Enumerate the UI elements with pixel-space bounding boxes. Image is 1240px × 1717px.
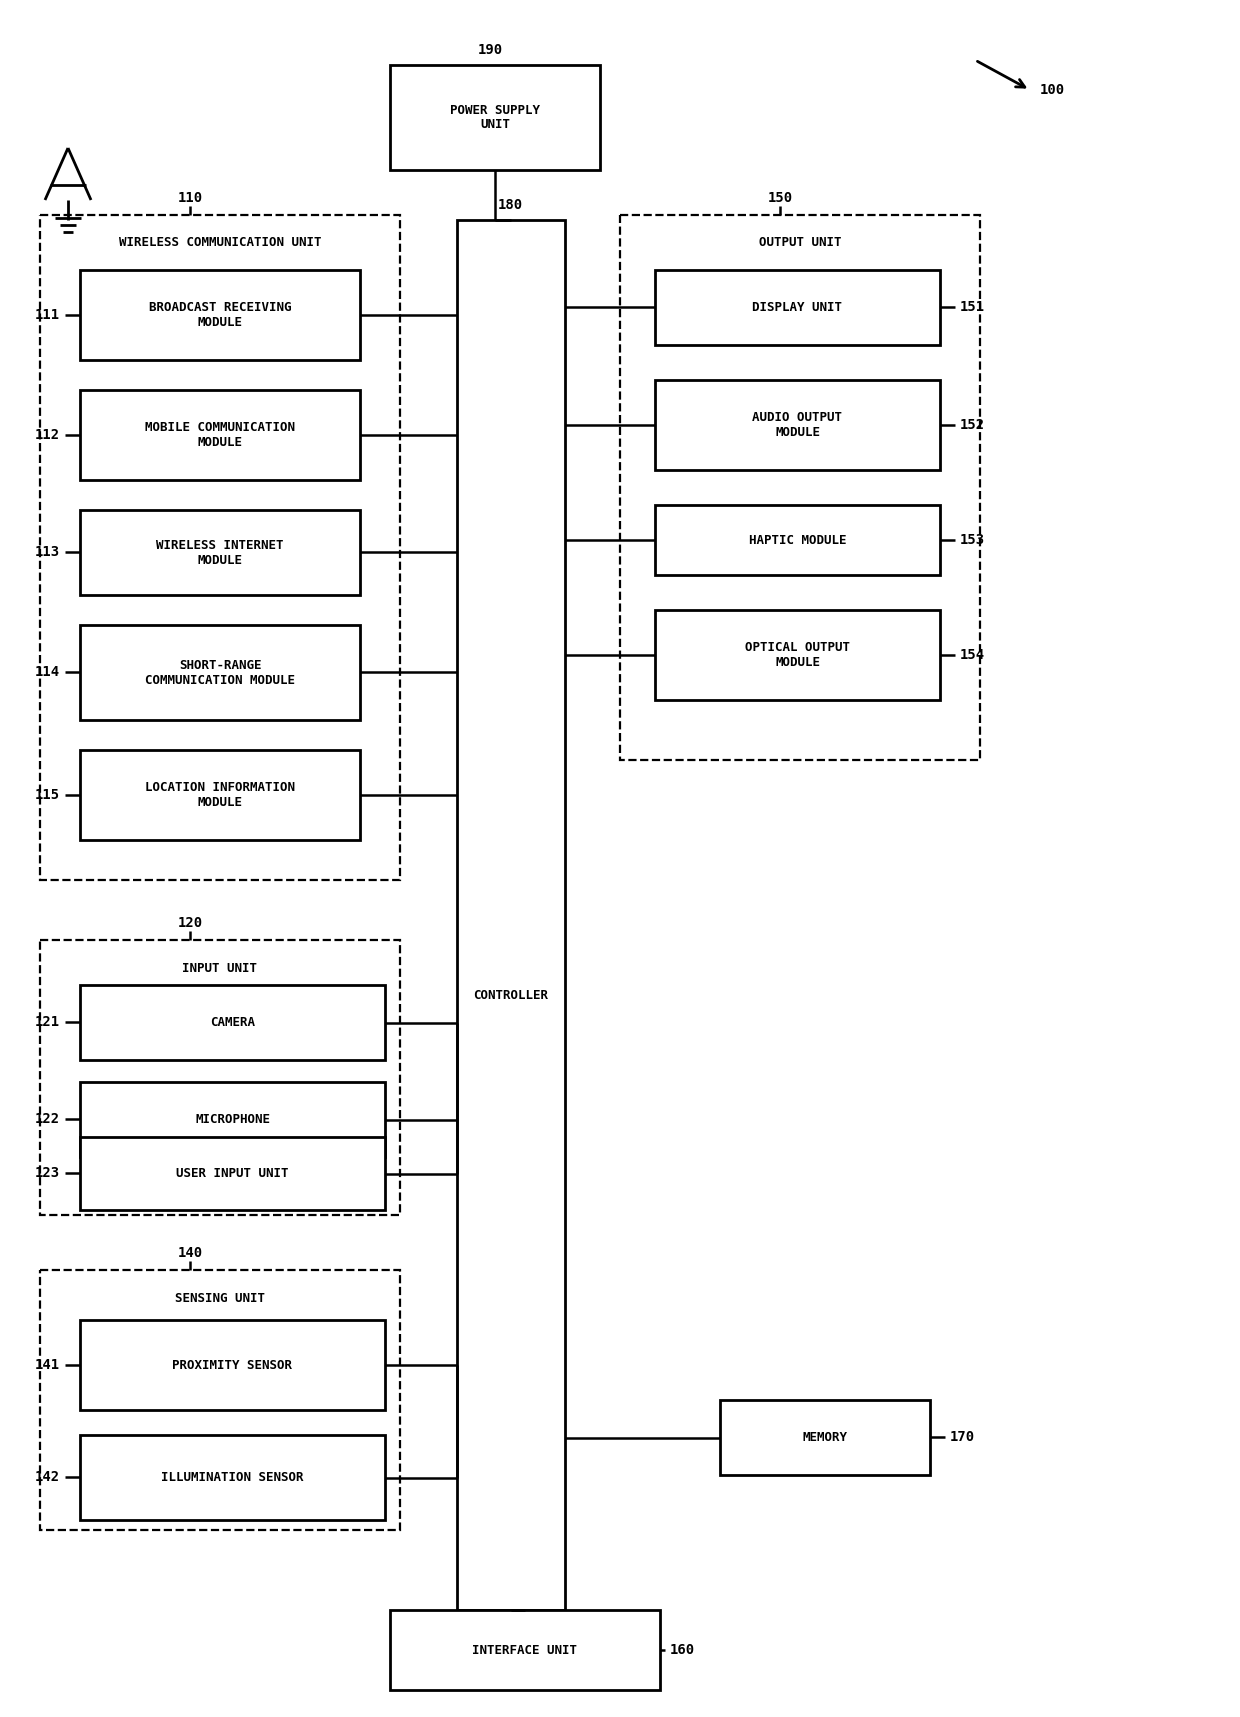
- Text: SENSING UNIT: SENSING UNIT: [175, 1291, 265, 1305]
- Text: ILLUMINATION SENSOR: ILLUMINATION SENSOR: [161, 1471, 304, 1483]
- Bar: [81, 510, 360, 596]
- Bar: [391, 65, 600, 170]
- Text: 120: 120: [177, 915, 202, 931]
- Bar: [40, 939, 401, 1216]
- Bar: [81, 986, 384, 1059]
- Text: PROXIMITY SENSOR: PROXIMITY SENSOR: [172, 1358, 293, 1372]
- Text: AUDIO OUTPUT
MODULE: AUDIO OUTPUT MODULE: [753, 410, 842, 440]
- Text: 115: 115: [35, 788, 60, 802]
- Text: DISPLAY UNIT: DISPLAY UNIT: [753, 300, 842, 314]
- Text: CAMERA: CAMERA: [210, 1016, 255, 1028]
- Text: OUTPUT UNIT: OUTPUT UNIT: [759, 237, 841, 249]
- Bar: [720, 1399, 930, 1475]
- Text: USER INPUT UNIT: USER INPUT UNIT: [176, 1168, 289, 1180]
- Text: 153: 153: [960, 532, 985, 548]
- Bar: [81, 1320, 384, 1410]
- Bar: [81, 1435, 384, 1520]
- Text: MICROPHONE: MICROPHONE: [195, 1113, 270, 1126]
- Text: 142: 142: [35, 1470, 60, 1483]
- Bar: [655, 505, 940, 575]
- Text: CONTROLLER: CONTROLLER: [474, 989, 548, 1001]
- Bar: [81, 625, 360, 719]
- Text: 111: 111: [35, 307, 60, 323]
- Text: INTERFACE UNIT: INTERFACE UNIT: [472, 1643, 578, 1657]
- Text: 114: 114: [35, 664, 60, 678]
- Text: HAPTIC MODULE: HAPTIC MODULE: [749, 534, 846, 546]
- Text: INPUT UNIT: INPUT UNIT: [182, 962, 258, 975]
- Text: MEMORY: MEMORY: [802, 1430, 847, 1444]
- Bar: [655, 610, 940, 701]
- Text: MOBILE COMMUNICATION
MODULE: MOBILE COMMUNICATION MODULE: [145, 421, 295, 450]
- Text: OPTICAL OUTPUT
MODULE: OPTICAL OUTPUT MODULE: [745, 640, 849, 670]
- Text: 160: 160: [670, 1643, 696, 1657]
- Text: 152: 152: [960, 417, 985, 433]
- Text: 180: 180: [497, 197, 522, 211]
- Text: BROADCAST RECEIVING
MODULE: BROADCAST RECEIVING MODULE: [149, 300, 291, 330]
- Text: 154: 154: [960, 647, 985, 663]
- Text: 113: 113: [35, 544, 60, 560]
- Bar: [81, 1137, 384, 1210]
- Text: 112: 112: [35, 428, 60, 441]
- Bar: [391, 1611, 660, 1690]
- Text: WIRELESS INTERNET
MODULE: WIRELESS INTERNET MODULE: [156, 539, 284, 567]
- Text: 100: 100: [1040, 82, 1065, 96]
- Text: LOCATION INFORMATION
MODULE: LOCATION INFORMATION MODULE: [145, 781, 295, 809]
- Text: 150: 150: [768, 191, 792, 204]
- Bar: [81, 1082, 384, 1157]
- Bar: [81, 750, 360, 840]
- Bar: [40, 1271, 401, 1530]
- Text: SHORT-RANGE
COMMUNICATION MODULE: SHORT-RANGE COMMUNICATION MODULE: [145, 659, 295, 687]
- Text: 110: 110: [177, 191, 202, 204]
- Text: 140: 140: [177, 1247, 202, 1260]
- Bar: [40, 215, 401, 881]
- Text: WIRELESS COMMUNICATION UNIT: WIRELESS COMMUNICATION UNIT: [119, 237, 321, 249]
- Text: 141: 141: [35, 1358, 60, 1372]
- Text: 122: 122: [35, 1113, 60, 1126]
- Bar: [81, 270, 360, 361]
- Text: 121: 121: [35, 1015, 60, 1028]
- Text: 190: 190: [477, 43, 502, 57]
- Text: 151: 151: [960, 300, 985, 314]
- Bar: [458, 220, 565, 1611]
- Bar: [620, 215, 980, 761]
- Bar: [81, 390, 360, 481]
- Text: 123: 123: [35, 1166, 60, 1180]
- Bar: [655, 270, 940, 345]
- Bar: [655, 379, 940, 470]
- Text: 170: 170: [950, 1430, 975, 1444]
- Text: POWER SUPPLY
UNIT: POWER SUPPLY UNIT: [450, 103, 539, 132]
